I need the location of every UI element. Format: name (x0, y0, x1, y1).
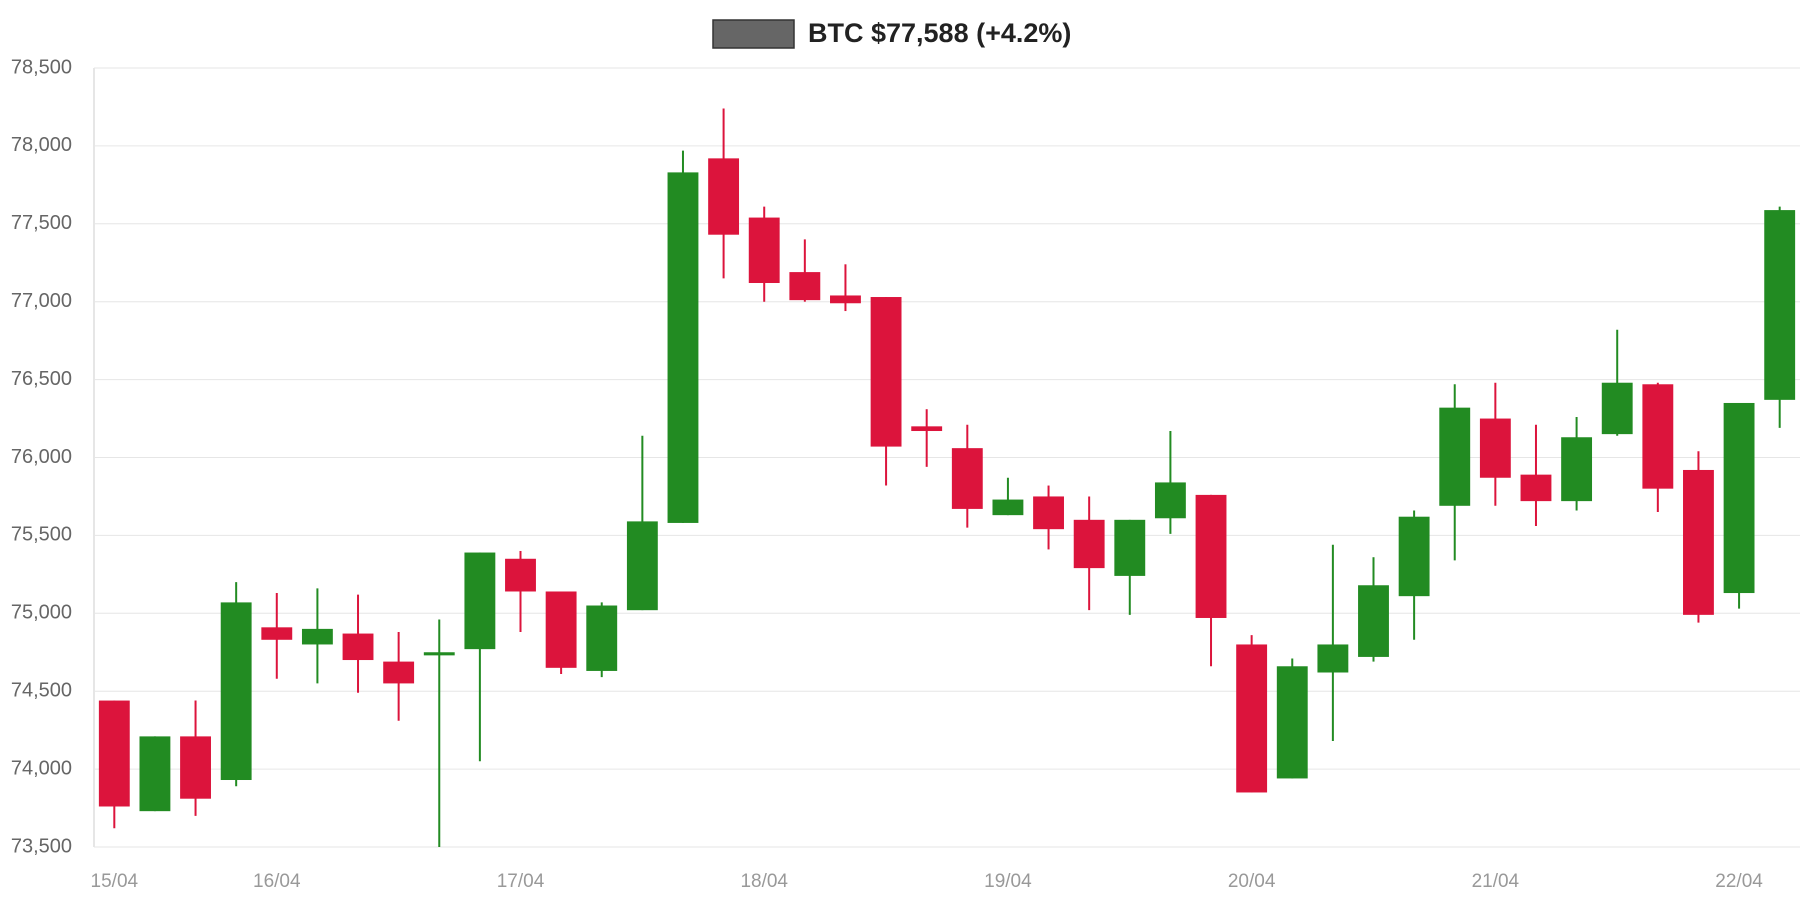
candle-body (1439, 407, 1471, 506)
candle-body (98, 700, 130, 807)
x-tick-label: 20/04 (1228, 871, 1276, 892)
candle-body (708, 158, 740, 235)
candle-body (1114, 519, 1146, 576)
candle-body (139, 736, 171, 812)
candle-body (830, 295, 861, 304)
candle-body (505, 558, 536, 592)
candle-body (626, 521, 658, 611)
candle-body (1398, 516, 1430, 597)
candle-body (1601, 382, 1633, 435)
candle-body (911, 426, 943, 432)
x-tick-label: 19/04 (984, 871, 1032, 892)
y-tick-label: 77,000 (11, 290, 72, 312)
candle-body (1683, 469, 1714, 615)
y-tick-label: 75,000 (11, 602, 72, 624)
candle-body (870, 297, 902, 447)
y-tick-label: 74,500 (11, 679, 72, 701)
candle-body (220, 602, 252, 781)
candle-body (180, 736, 211, 799)
candle-body (992, 499, 1024, 516)
y-tick-label: 78,000 (11, 134, 72, 156)
y-tick-label: 73,500 (11, 835, 72, 857)
candle-body (545, 591, 577, 668)
x-tick-label: 16/04 (253, 871, 301, 892)
y-tick-label: 76,000 (11, 446, 72, 468)
candle-body (748, 217, 780, 284)
candle-body (1358, 585, 1389, 657)
candle-body (1073, 519, 1105, 569)
candle-body (789, 272, 821, 301)
candle-body (423, 652, 455, 656)
candle-body (1764, 210, 1796, 400)
x-tick-label: 22/04 (1715, 871, 1763, 892)
candle-body (667, 172, 699, 523)
candle-body (383, 661, 415, 684)
y-tick-label: 77,500 (11, 212, 72, 234)
candle-body (1276, 666, 1308, 779)
candle-body (1236, 644, 1268, 793)
x-tick-label: 18/04 (740, 871, 788, 892)
candle-body (1642, 384, 1674, 489)
candle-body (1317, 644, 1349, 673)
y-tick-label: 75,500 (11, 524, 72, 546)
candle-body (951, 448, 983, 509)
candle-body (586, 605, 618, 671)
candle-body (1561, 437, 1593, 502)
candle-body (1195, 494, 1227, 618)
x-tick-label: 21/04 (1472, 871, 1520, 892)
x-tick-label: 15/04 (91, 871, 139, 892)
candle-body (1479, 418, 1511, 478)
legend-swatch (712, 19, 795, 49)
candle-body (1033, 496, 1064, 530)
candle-body (1520, 474, 1552, 502)
candle-body (261, 627, 293, 640)
candle-body (301, 628, 333, 645)
legend-label: BTC $77,588 (+4.2%) (808, 18, 1071, 48)
y-tick-label: 76,500 (11, 368, 72, 390)
candle-body (342, 633, 374, 661)
candle-body (1723, 402, 1755, 594)
y-tick-label: 74,000 (11, 757, 72, 779)
candle-body (1154, 482, 1186, 519)
x-tick-label: 17/04 (497, 871, 545, 892)
candle-body (464, 552, 496, 650)
y-tick-label: 78,500 (11, 56, 72, 78)
